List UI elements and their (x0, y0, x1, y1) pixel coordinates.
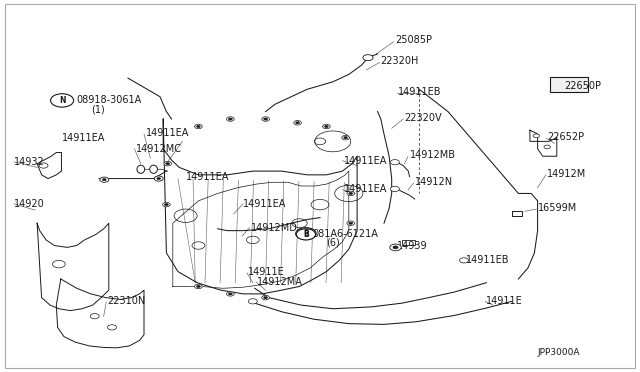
Text: 08918-3061A: 08918-3061A (77, 96, 142, 105)
Text: 14911EB: 14911EB (398, 87, 442, 97)
FancyBboxPatch shape (550, 77, 588, 92)
Text: 14911E: 14911E (486, 296, 523, 305)
Text: 14911EA: 14911EA (344, 184, 387, 194)
Circle shape (544, 145, 550, 149)
Circle shape (349, 222, 353, 224)
Circle shape (344, 137, 348, 139)
Circle shape (296, 228, 316, 240)
Circle shape (195, 124, 202, 129)
Text: 14912N: 14912N (415, 177, 453, 187)
Circle shape (228, 118, 232, 120)
Text: 14911EA: 14911EA (186, 172, 229, 182)
Circle shape (460, 258, 468, 263)
Circle shape (163, 202, 170, 207)
Circle shape (248, 299, 257, 304)
Text: N: N (59, 96, 65, 105)
Circle shape (52, 260, 65, 268)
Text: 14911EB: 14911EB (466, 256, 509, 265)
Text: 22320H: 22320H (380, 57, 419, 66)
Text: (6): (6) (326, 238, 340, 247)
Circle shape (533, 134, 540, 138)
Circle shape (227, 117, 234, 121)
Circle shape (390, 186, 399, 192)
Circle shape (296, 122, 300, 124)
Text: 14911E: 14911E (248, 267, 285, 277)
Circle shape (390, 244, 401, 251)
Circle shape (39, 163, 48, 168)
Text: JPP3000A: JPP3000A (538, 348, 580, 357)
Text: 25085P: 25085P (396, 35, 433, 45)
Circle shape (100, 177, 109, 182)
Text: 14911EA: 14911EA (62, 133, 106, 142)
Circle shape (342, 135, 349, 140)
Text: 14912MA: 14912MA (257, 277, 303, 287)
Circle shape (347, 191, 355, 196)
Circle shape (393, 246, 398, 249)
Circle shape (347, 221, 355, 225)
Circle shape (296, 229, 316, 240)
Circle shape (264, 296, 268, 299)
Circle shape (264, 118, 268, 120)
Text: 22650P: 22650P (564, 81, 602, 90)
Text: 22320V: 22320V (404, 113, 442, 123)
Text: 14911EA: 14911EA (146, 128, 189, 138)
Bar (512, 211, 522, 216)
Circle shape (157, 177, 161, 180)
Circle shape (196, 125, 200, 128)
Circle shape (51, 94, 74, 107)
Text: 14939: 14939 (397, 241, 428, 250)
Circle shape (102, 179, 106, 181)
Text: 14920: 14920 (14, 199, 45, 209)
Circle shape (323, 124, 330, 129)
Text: 14911EA: 14911EA (344, 156, 387, 166)
Text: 14912M: 14912M (547, 169, 586, 179)
Text: 22310N: 22310N (108, 296, 146, 306)
Circle shape (154, 176, 163, 181)
Text: 14912MD: 14912MD (251, 223, 298, 232)
Bar (402, 240, 415, 245)
Circle shape (294, 121, 301, 125)
Circle shape (195, 284, 202, 289)
Ellipse shape (150, 165, 157, 173)
Circle shape (164, 203, 168, 206)
Circle shape (90, 314, 99, 319)
Text: 14912MB: 14912MB (410, 151, 456, 160)
Text: B: B (303, 229, 308, 238)
Circle shape (228, 293, 232, 295)
Circle shape (227, 292, 234, 296)
Circle shape (108, 325, 116, 330)
Circle shape (390, 160, 399, 165)
Circle shape (363, 55, 373, 61)
Text: (1): (1) (92, 105, 105, 115)
Circle shape (164, 161, 172, 166)
Circle shape (166, 163, 170, 165)
Text: 22652P: 22652P (547, 132, 584, 142)
Circle shape (262, 295, 269, 300)
Text: B: B (303, 230, 308, 239)
Circle shape (262, 117, 269, 121)
Circle shape (324, 125, 328, 128)
Text: 14911EA: 14911EA (243, 199, 287, 209)
Circle shape (196, 285, 200, 288)
Text: 14912MC: 14912MC (136, 144, 182, 154)
Text: 14932: 14932 (14, 157, 45, 167)
Text: 16599M: 16599M (538, 203, 577, 213)
Text: 081A6-6121A: 081A6-6121A (312, 229, 378, 238)
Circle shape (349, 192, 353, 195)
Ellipse shape (137, 165, 145, 173)
